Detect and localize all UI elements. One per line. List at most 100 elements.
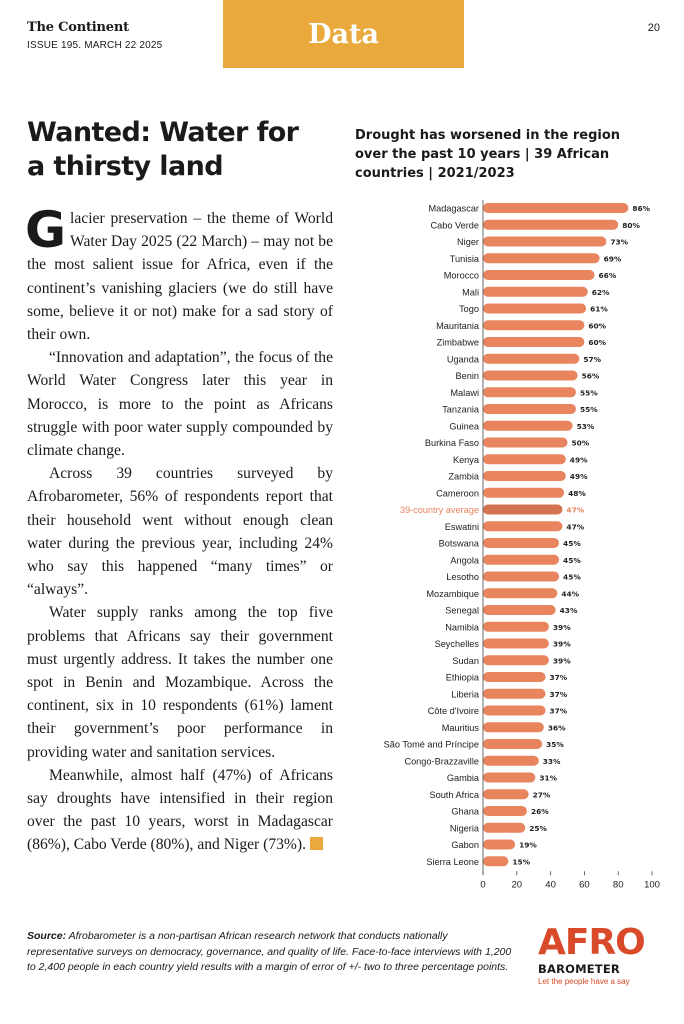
x-tick-label: 40 [545,879,556,890]
x-tick-label: 80 [613,879,624,890]
bar [483,320,585,331]
data-label: 37% [550,673,568,682]
data-label: 45% [563,556,581,565]
category-label: Zimbabwe [437,338,479,348]
logo-tagline: Let the people have a say [538,977,630,986]
data-label: 49% [570,455,588,464]
category-label: Mozambique [426,589,479,599]
x-tick-label: 100 [644,879,660,890]
category-label: Cameroon [436,488,479,498]
data-label: 50% [572,439,590,448]
category-label: Ghana [451,807,479,817]
bar [483,437,568,448]
category-label: Seychelles [435,639,480,649]
data-label: 55% [580,405,598,414]
bar [483,571,560,582]
bar [483,219,619,230]
data-label: 61% [590,305,608,314]
source-text: Afrobarometer is a non-partisan African … [27,930,512,973]
x-tick-label: 0 [480,879,485,890]
bar [483,655,549,666]
category-label: Morocco [444,271,479,281]
category-label: Uganda [447,354,480,364]
category-label: Côte d'Ivoire [428,706,479,716]
category-label: São Tomé and Príncipe [384,740,479,750]
bar [483,521,563,532]
category-label: Namibia [445,622,480,632]
category-label: Nigeria [450,823,480,833]
category-label: Niger [457,237,479,247]
category-label: Eswatini [445,522,479,532]
category-label: Mauritius [442,723,480,733]
category-label: Congo-Brazzaville [404,756,479,766]
data-label: 55% [580,388,598,397]
category-label: Zambia [448,472,480,482]
bar [483,839,516,850]
bar [483,236,607,247]
issue-line: ISSUE 195. MARCH 22 2025 [27,40,163,51]
category-label: Guinea [449,421,480,431]
category-label: Sudan [452,656,479,666]
bar [483,554,560,565]
category-label: Ethiopia [446,673,480,683]
masthead: The Continent ISSUE 195. MARCH 22 2025 [27,20,162,51]
category-label: South Africa [429,790,479,800]
data-label: 45% [563,573,581,582]
category-label: Tunisia [450,254,480,264]
bar [483,303,587,314]
category-label: Madagascar [428,204,479,214]
bar [483,688,546,699]
bar [483,286,588,297]
data-label: 53% [577,422,595,431]
data-label: 31% [539,774,557,783]
source-label: Source: [27,930,67,942]
bar [483,420,573,431]
x-tick-label: 20 [512,879,523,890]
data-label: 47% [566,506,584,515]
data-label: 44% [561,589,579,598]
data-label: 73% [610,238,628,247]
bar [483,487,565,498]
bar [483,588,558,599]
category-label: Botswana [439,539,480,549]
bar [483,822,526,833]
data-label: 39% [553,656,571,665]
data-label: 15% [512,857,530,866]
bar [483,638,549,649]
last-paragraph-text: Meanwhile, almost half (47%) of Africans… [27,766,333,854]
category-label: 39-country average [400,505,479,515]
data-label: 35% [546,740,564,749]
data-label: 60% [588,321,606,330]
data-label: 25% [529,824,547,833]
bar [483,404,576,414]
end-mark-icon [310,837,324,851]
bar [483,621,549,632]
paragraph: Across 39 countries surveyed by Afrobaro… [27,465,333,599]
publication-name: The Continent [27,20,129,35]
category-label: Tanzania [442,405,480,415]
paragraph: “Innovation and adaptation”, the focus o… [27,349,333,460]
data-label: 66% [599,271,617,280]
category-label: Mali [462,287,479,297]
bar [483,203,629,213]
drought-bar-chart: Madagascar 86% Cabo Verde 80% Niger 73% Tunisi… [384,200,660,890]
category-label: Cabo Verde [430,220,479,230]
bar [483,538,560,548]
category-label: Liberia [451,689,479,699]
bar [483,605,556,615]
category-label: Burkina Faso [425,438,479,448]
bar [483,253,600,264]
bar [483,337,585,347]
bar [483,772,536,783]
category-label: Benin [456,371,480,381]
data-label: 27% [533,790,551,799]
data-label: 43% [560,606,578,615]
category-label: Senegal [445,606,479,616]
section-tab: Data [223,0,464,68]
logo-word: AFRO [538,922,646,963]
category-label: Kenya [453,455,480,465]
bar [483,471,566,481]
data-label: 48% [568,489,586,498]
